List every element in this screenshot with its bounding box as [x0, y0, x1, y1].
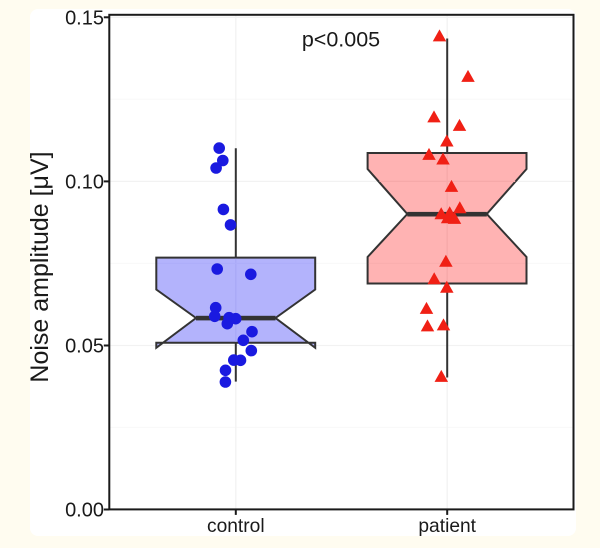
svg-text:p<0.005: p<0.005	[302, 28, 380, 52]
svg-text:Noise amplitude [μV]: Noise amplitude [μV]	[26, 151, 54, 382]
svg-text:patient: patient	[418, 516, 476, 537]
svg-text:0.00: 0.00	[65, 500, 104, 522]
svg-text:0.05: 0.05	[65, 336, 104, 358]
svg-text:0.15: 0.15	[65, 8, 104, 30]
svg-text:0.10: 0.10	[65, 172, 104, 194]
svg-text:control: control	[207, 516, 265, 537]
